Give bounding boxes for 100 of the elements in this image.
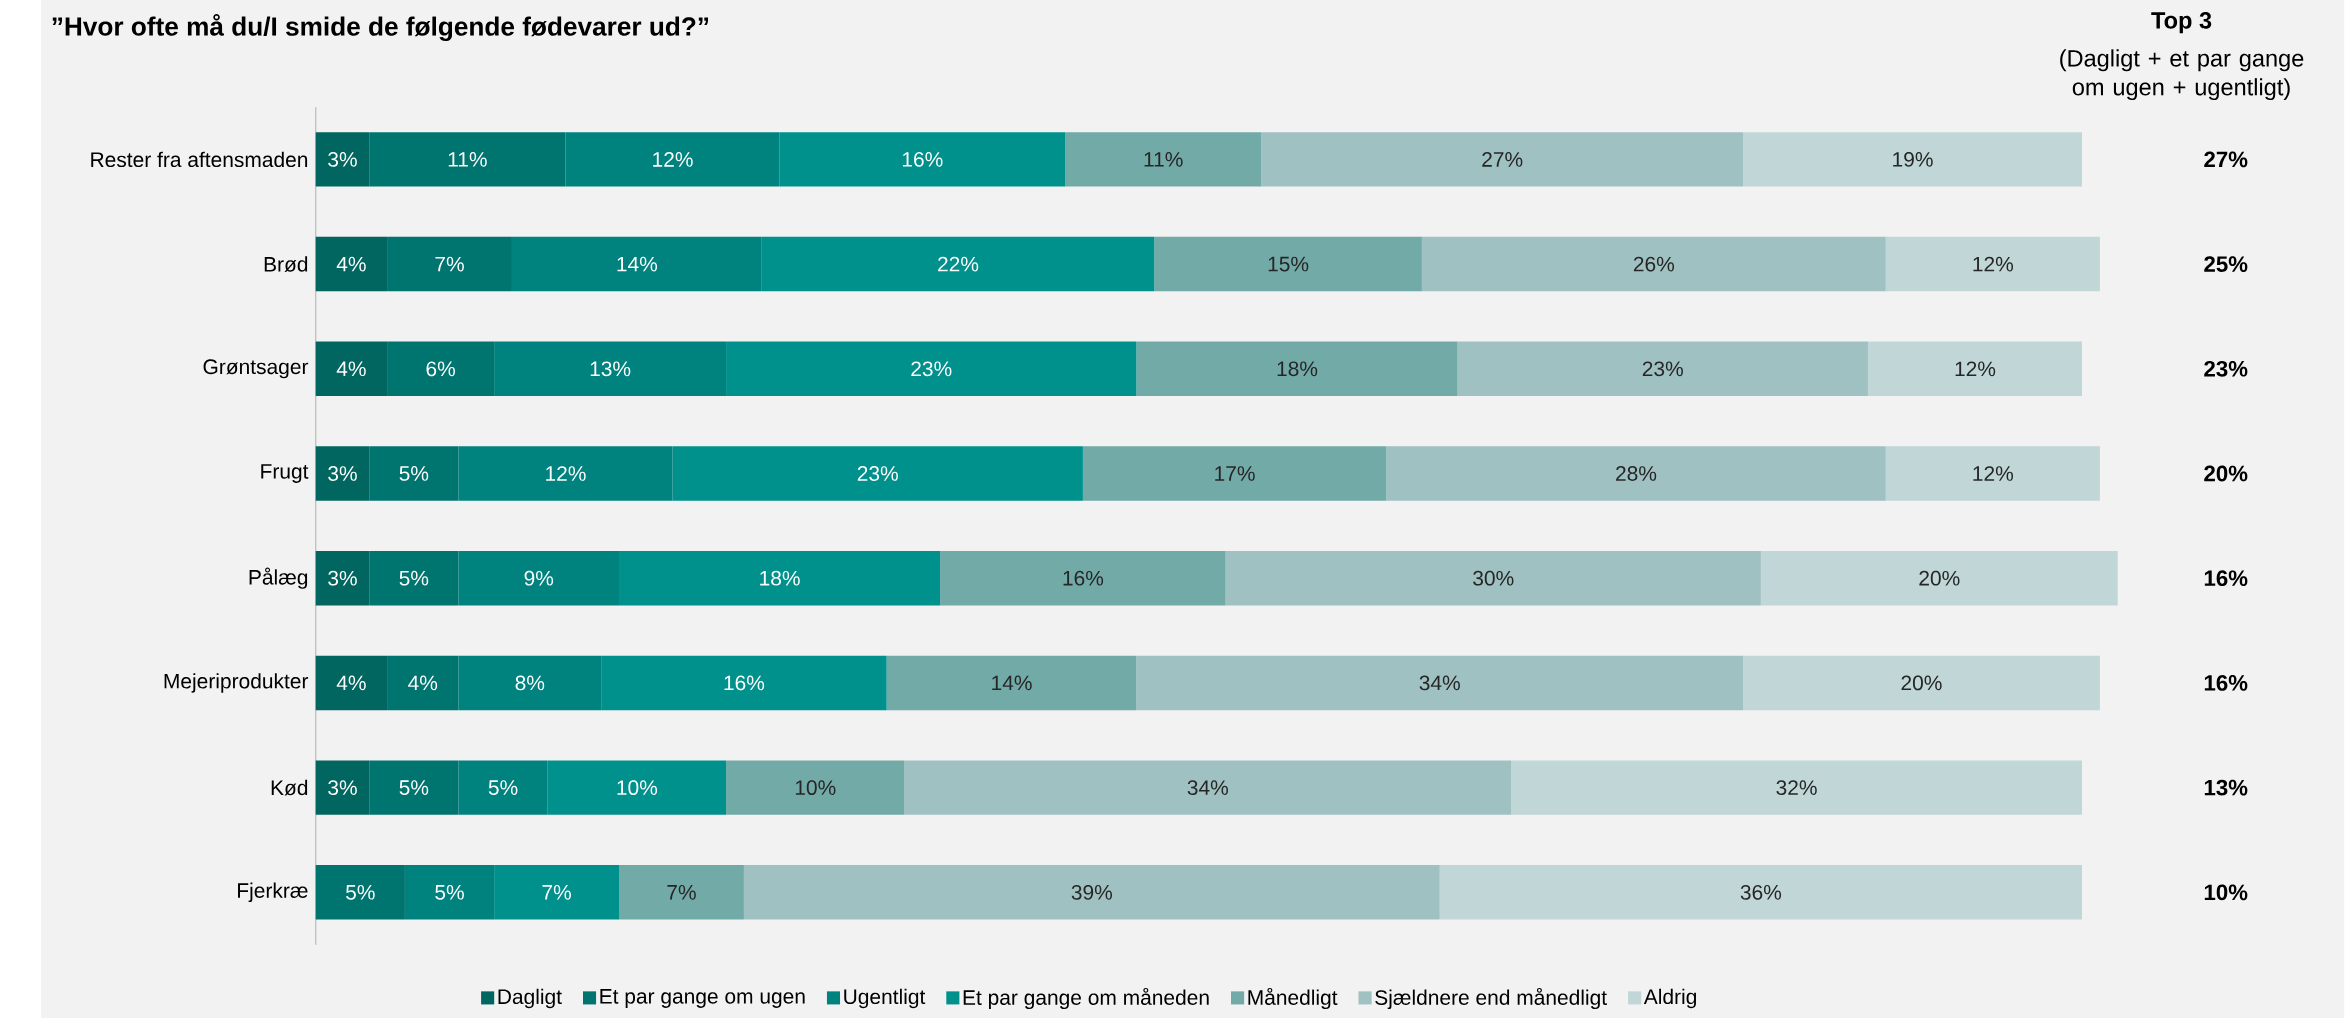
legend-label: Månedligt [1248,987,1338,1009]
data-label: 39% [1071,884,1113,900]
data-label: 12% [546,465,586,481]
y-tick-label: Rester fra aftensmaden [91,151,308,167]
data-label: 19% [1893,151,1933,167]
bar [458,760,548,815]
data-label: 16% [1063,570,1104,586]
bar [315,655,388,710]
bar [387,341,495,396]
bar [672,446,1083,501]
data-label: 26% [1633,256,1675,272]
bar [940,550,1226,606]
bar [315,132,370,187]
bar [369,446,459,501]
bar [315,550,370,606]
legend-label: Sjældnere end månedligt [1375,987,1607,1009]
bar [1065,132,1262,187]
data-label: 28% [1616,465,1657,481]
text: 10% [2204,884,2248,901]
bar [1421,236,1886,292]
y-tick-label: Brød [264,256,308,272]
bar [315,760,370,815]
data-label: 5% [399,570,429,586]
y-tick-label: Grøntsager [203,359,309,379]
bar [886,655,1137,710]
data-label: 20% [1901,675,1942,691]
bar [458,446,673,501]
text: 27% [2204,151,2248,168]
bar [315,864,405,920]
data-label: 3% [328,570,357,586]
bar [1136,341,1458,396]
text: 13% [2204,779,2248,796]
bar [369,760,459,815]
bar [1867,341,2083,396]
text: 20% [2204,465,2248,482]
data-label: 16% [724,675,765,691]
data-label: 3% [328,465,357,481]
y-tick-label: Pålæg [249,567,308,589]
data-label: 9% [524,570,554,586]
bar [547,760,727,815]
text: 23% [2204,360,2248,377]
data-label: 34% [1419,675,1460,691]
bar [1743,132,2083,187]
bar [1457,341,1868,396]
text: 16% [2204,674,2248,691]
chart-title: ”Hvor ofte må du/I smide de følgende fødevarer ud?” [52,13,709,41]
data-label: 5% [488,780,518,795]
data-label: 34% [1187,780,1228,795]
bar [404,864,495,920]
bar [1885,236,2100,292]
bar [1760,550,2118,606]
data-label: 14% [617,256,658,272]
data-label: 3% [328,151,357,167]
data-label: 13% [590,361,631,377]
bar [1386,446,1886,501]
data-label: 18% [760,570,800,586]
bar [1225,550,1761,606]
data-label: 12% [1955,361,1996,377]
bar [511,236,762,292]
data-label: 17% [1215,466,1255,481]
data-label: 6% [426,361,455,377]
data-label: 5% [346,884,375,900]
data-label: 36% [1740,884,1782,900]
bar [726,760,905,815]
bar [369,550,459,606]
bar [761,236,1155,292]
text: (Dagligt + et par gange om ugen + ugentligt) [2060,49,2304,100]
bar [494,864,620,920]
data-label: 22% [938,256,979,272]
data-label: 12% [653,151,693,167]
data-label: 11% [448,151,487,167]
y-tick-label: Kød [271,779,308,796]
bar [315,446,370,501]
y-tick-label: Fjerkræ [238,882,308,902]
legend-label: Aldrig [1643,988,1697,1009]
bar [1743,655,2100,710]
bar [619,864,744,920]
y-tick-label: Frugt [261,463,309,483]
bar [601,655,887,710]
data-label: 15% [1268,256,1309,272]
data-label: 5% [399,780,429,795]
text: 25% [2204,256,2248,272]
data-label: 10% [795,780,836,795]
data-label: 30% [1473,570,1514,586]
data-label: 3% [328,780,357,795]
bar [1261,132,1744,187]
bar [369,132,566,187]
data-label: 5% [435,884,464,900]
bar [1511,760,2083,815]
data-label: 23% [857,465,898,481]
data-label: 4% [336,361,366,376]
bar [458,655,602,710]
data-label: 5% [399,465,429,481]
data-label: 7% [542,884,571,900]
data-label: 20% [1919,570,1960,586]
legend-label: Et par gange om måneden [963,987,1209,1009]
bar [494,341,727,396]
bar [619,550,941,606]
bar [387,655,459,710]
bar [315,236,388,292]
